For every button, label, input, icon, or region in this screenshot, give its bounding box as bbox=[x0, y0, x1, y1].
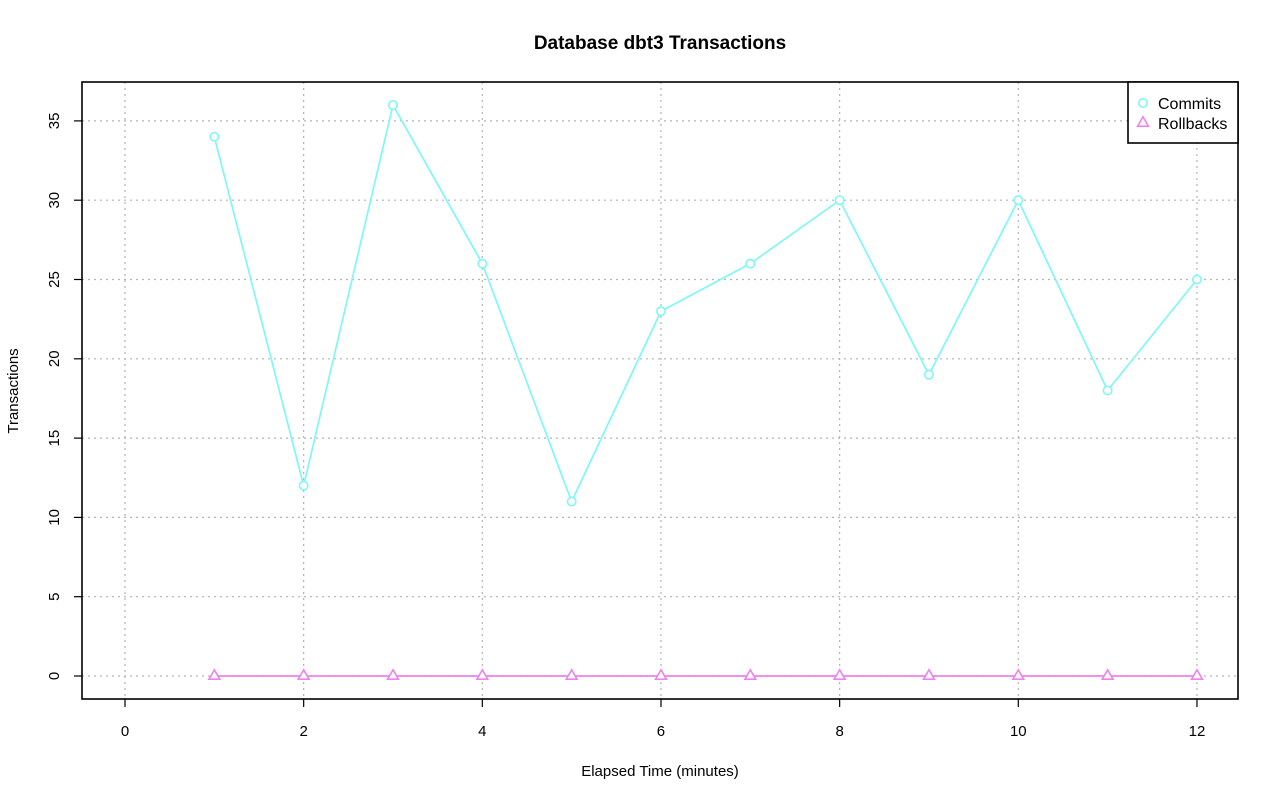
x-axis-label: Elapsed Time (minutes) bbox=[581, 763, 739, 780]
point-rollbacks-5 bbox=[564, 668, 579, 681]
x-axis: 0 2 4 6 8 10 12 bbox=[121, 699, 1205, 740]
x-tick-label-12: 12 bbox=[1189, 723, 1206, 740]
point-rollbacks-6 bbox=[654, 668, 668, 681]
y-axis-label: Transactions bbox=[5, 348, 22, 433]
point-rollbacks-12 bbox=[1190, 668, 1204, 681]
x-tick-label-4: 4 bbox=[478, 723, 486, 740]
legend-marker-commits bbox=[1138, 98, 1149, 109]
legend: Commits Rollbacks bbox=[1127, 81, 1239, 144]
legend-box bbox=[1127, 81, 1239, 144]
x-tick-label-0: 0 bbox=[121, 723, 129, 740]
y-tick-label-25: 25 bbox=[46, 271, 63, 288]
point-commits-9 bbox=[923, 369, 934, 380]
y-tick-label-10: 10 bbox=[46, 509, 63, 526]
point-commits-4 bbox=[477, 258, 488, 269]
legend-label-commits: Commits bbox=[1158, 96, 1221, 113]
x-tick-label-2: 2 bbox=[299, 723, 307, 740]
point-commits-3 bbox=[387, 100, 398, 111]
point-rollbacks-1 bbox=[207, 668, 222, 681]
point-commits-1 bbox=[209, 131, 220, 142]
point-rollbacks-3 bbox=[386, 668, 400, 681]
point-rollbacks-11 bbox=[1100, 668, 1115, 681]
point-commits-5 bbox=[566, 496, 577, 507]
series-layer bbox=[207, 100, 1204, 681]
point-rollbacks-2 bbox=[296, 668, 311, 681]
legend-marker-rollbacks bbox=[1136, 115, 1150, 127]
point-commits-8 bbox=[834, 195, 845, 206]
point-rollbacks-4 bbox=[475, 668, 490, 681]
point-commits-12 bbox=[1191, 274, 1202, 285]
series-rollbacks bbox=[207, 668, 1204, 681]
y-tick-label-35: 35 bbox=[46, 113, 63, 130]
plot-frame bbox=[81, 81, 1239, 700]
series-commits bbox=[209, 100, 1202, 507]
point-rollbacks-8 bbox=[832, 668, 847, 681]
x-tick-label-10: 10 bbox=[1010, 723, 1027, 740]
chart-title: Database dbt3 Transactions bbox=[534, 33, 786, 54]
point-commits-6 bbox=[655, 306, 666, 317]
x-tick-label-8: 8 bbox=[835, 723, 843, 740]
series-line-commits bbox=[213, 102, 1198, 504]
x-tick-label-6: 6 bbox=[657, 723, 665, 740]
y-tick-label-0: 0 bbox=[46, 672, 63, 680]
point-commits-7 bbox=[745, 258, 756, 269]
point-rollbacks-7 bbox=[743, 668, 758, 681]
y-tick-label-20: 20 bbox=[46, 350, 63, 367]
legend-label-rollbacks: Rollbacks bbox=[1158, 116, 1227, 133]
grid bbox=[82, 82, 1238, 699]
y-axis: 0 5 10 15 20 25 30 35 bbox=[46, 113, 82, 680]
y-tick-label-15: 15 bbox=[46, 430, 63, 447]
y-tick-label-5: 5 bbox=[46, 593, 63, 601]
point-commits-11 bbox=[1102, 385, 1113, 396]
point-rollbacks-9 bbox=[922, 668, 936, 681]
point-commits-2 bbox=[298, 480, 309, 491]
point-commits-10 bbox=[1013, 195, 1024, 206]
y-tick-label-30: 30 bbox=[46, 192, 63, 209]
point-rollbacks-10 bbox=[1011, 668, 1026, 681]
